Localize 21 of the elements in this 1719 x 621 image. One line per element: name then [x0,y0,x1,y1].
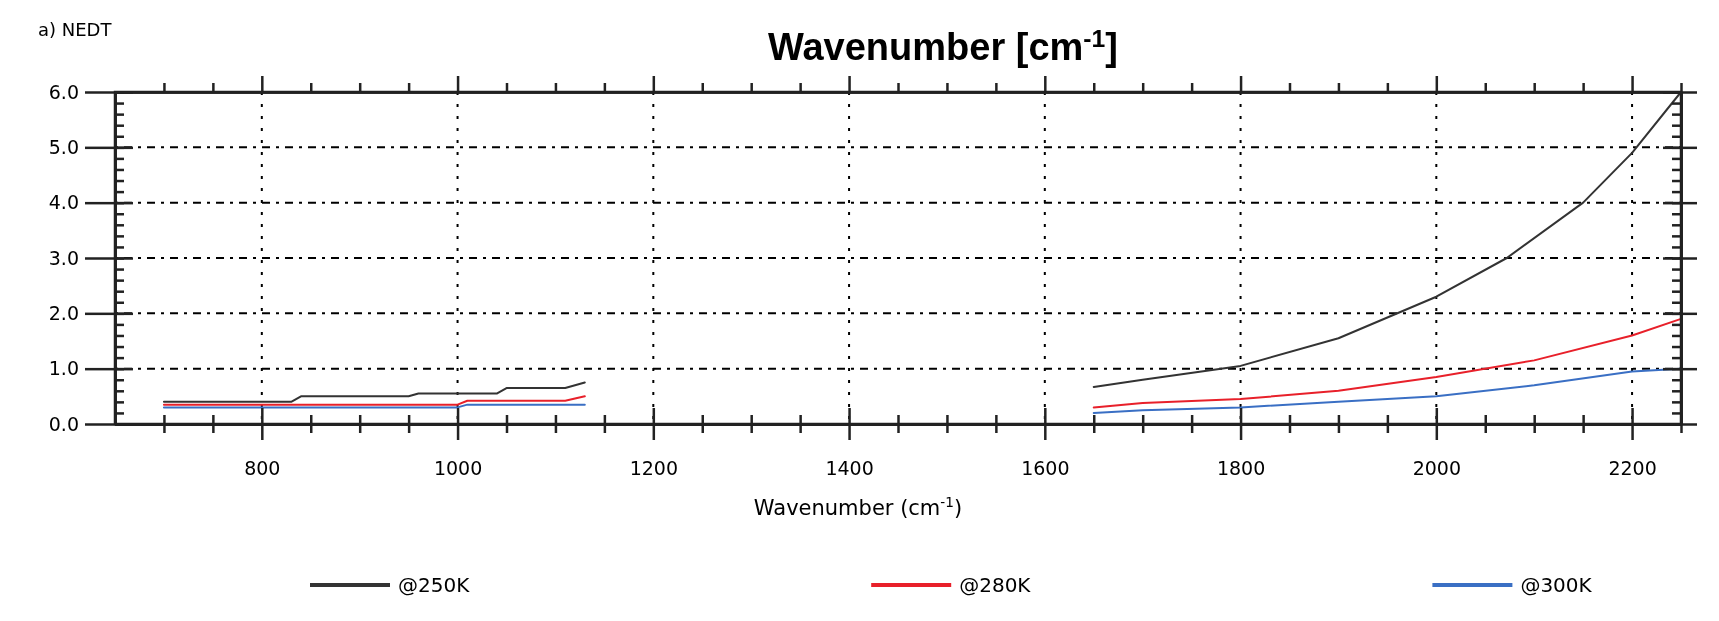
y-tick-label: 0.0 [48,412,79,435]
x-tick-label: 1400 [825,457,874,480]
legend-label: @280K [959,573,1032,597]
y-tick-label: 5.0 [48,135,79,158]
chart-title: Wavenumber [cm$^{-1}$] [768,24,1118,68]
legend-label: @250K [398,573,471,597]
x-tick-label: 1600 [1021,457,1070,480]
x-tick-label: 2200 [1608,457,1657,480]
x-tick-label: 1000 [433,457,483,480]
y-tick-label: 2.0 [48,301,79,324]
x-tick-label: 1800 [1216,457,1266,480]
y-tick-label: 6.0 [48,80,79,103]
legend-label: @300K [1520,573,1593,597]
y-tick-label: 3.0 [48,246,79,269]
x-tick-label: 2000 [1412,457,1461,480]
x-tick-label: 800 [244,457,281,480]
y-tick-label: 4.0 [48,191,79,214]
x-axis-title: Wavenumber (cm$^{-1}$) [753,494,963,520]
text: a) NEDT [38,19,113,40]
y-tick-label: 1.0 [48,357,79,380]
x-tick-label: 1200 [629,457,678,480]
